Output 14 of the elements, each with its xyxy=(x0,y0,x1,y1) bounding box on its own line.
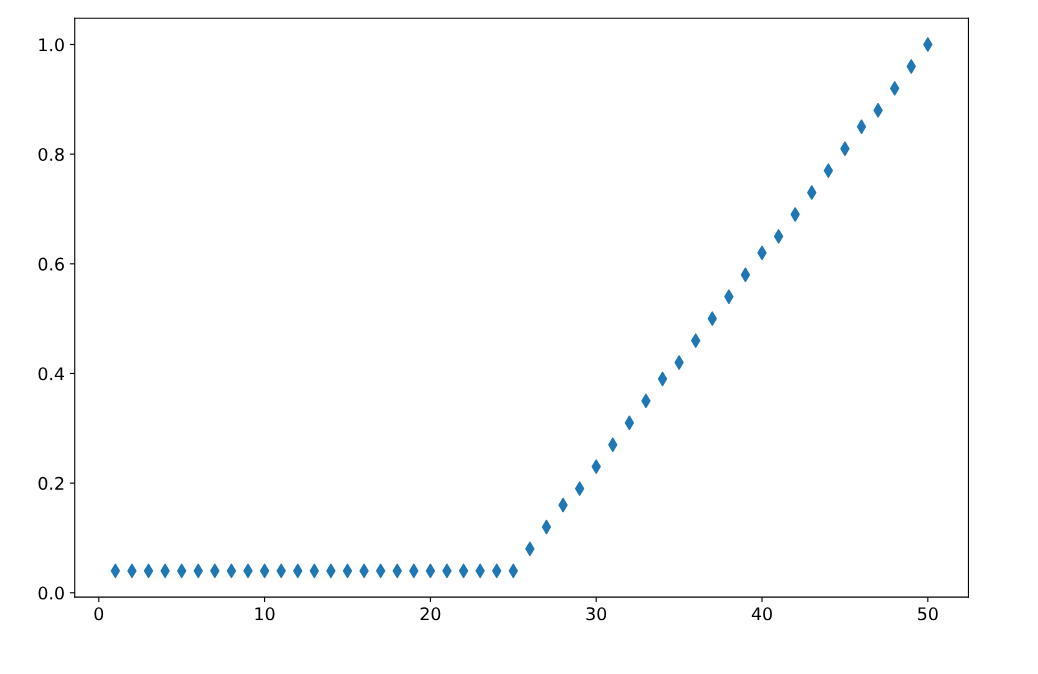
x-tick-label: 20 xyxy=(420,607,441,621)
x-tick-label: 0 xyxy=(94,607,104,621)
y-tick-label: 0.8 xyxy=(38,147,64,162)
x-tick-label: 30 xyxy=(586,607,607,621)
x-tick-label: 40 xyxy=(751,607,772,621)
point xyxy=(773,229,784,244)
y-tick-label: 0.2 xyxy=(38,476,64,490)
y-tick-label: 0.6 xyxy=(38,257,64,271)
x-tick-label: 10 xyxy=(255,607,275,621)
x-tick-label: 50 xyxy=(918,607,938,621)
y-tick-label: 0.4 xyxy=(38,367,65,381)
point xyxy=(574,481,585,496)
y-tick-label: 0.0 xyxy=(38,586,64,600)
y-tick-label: 1.0 xyxy=(39,38,64,52)
